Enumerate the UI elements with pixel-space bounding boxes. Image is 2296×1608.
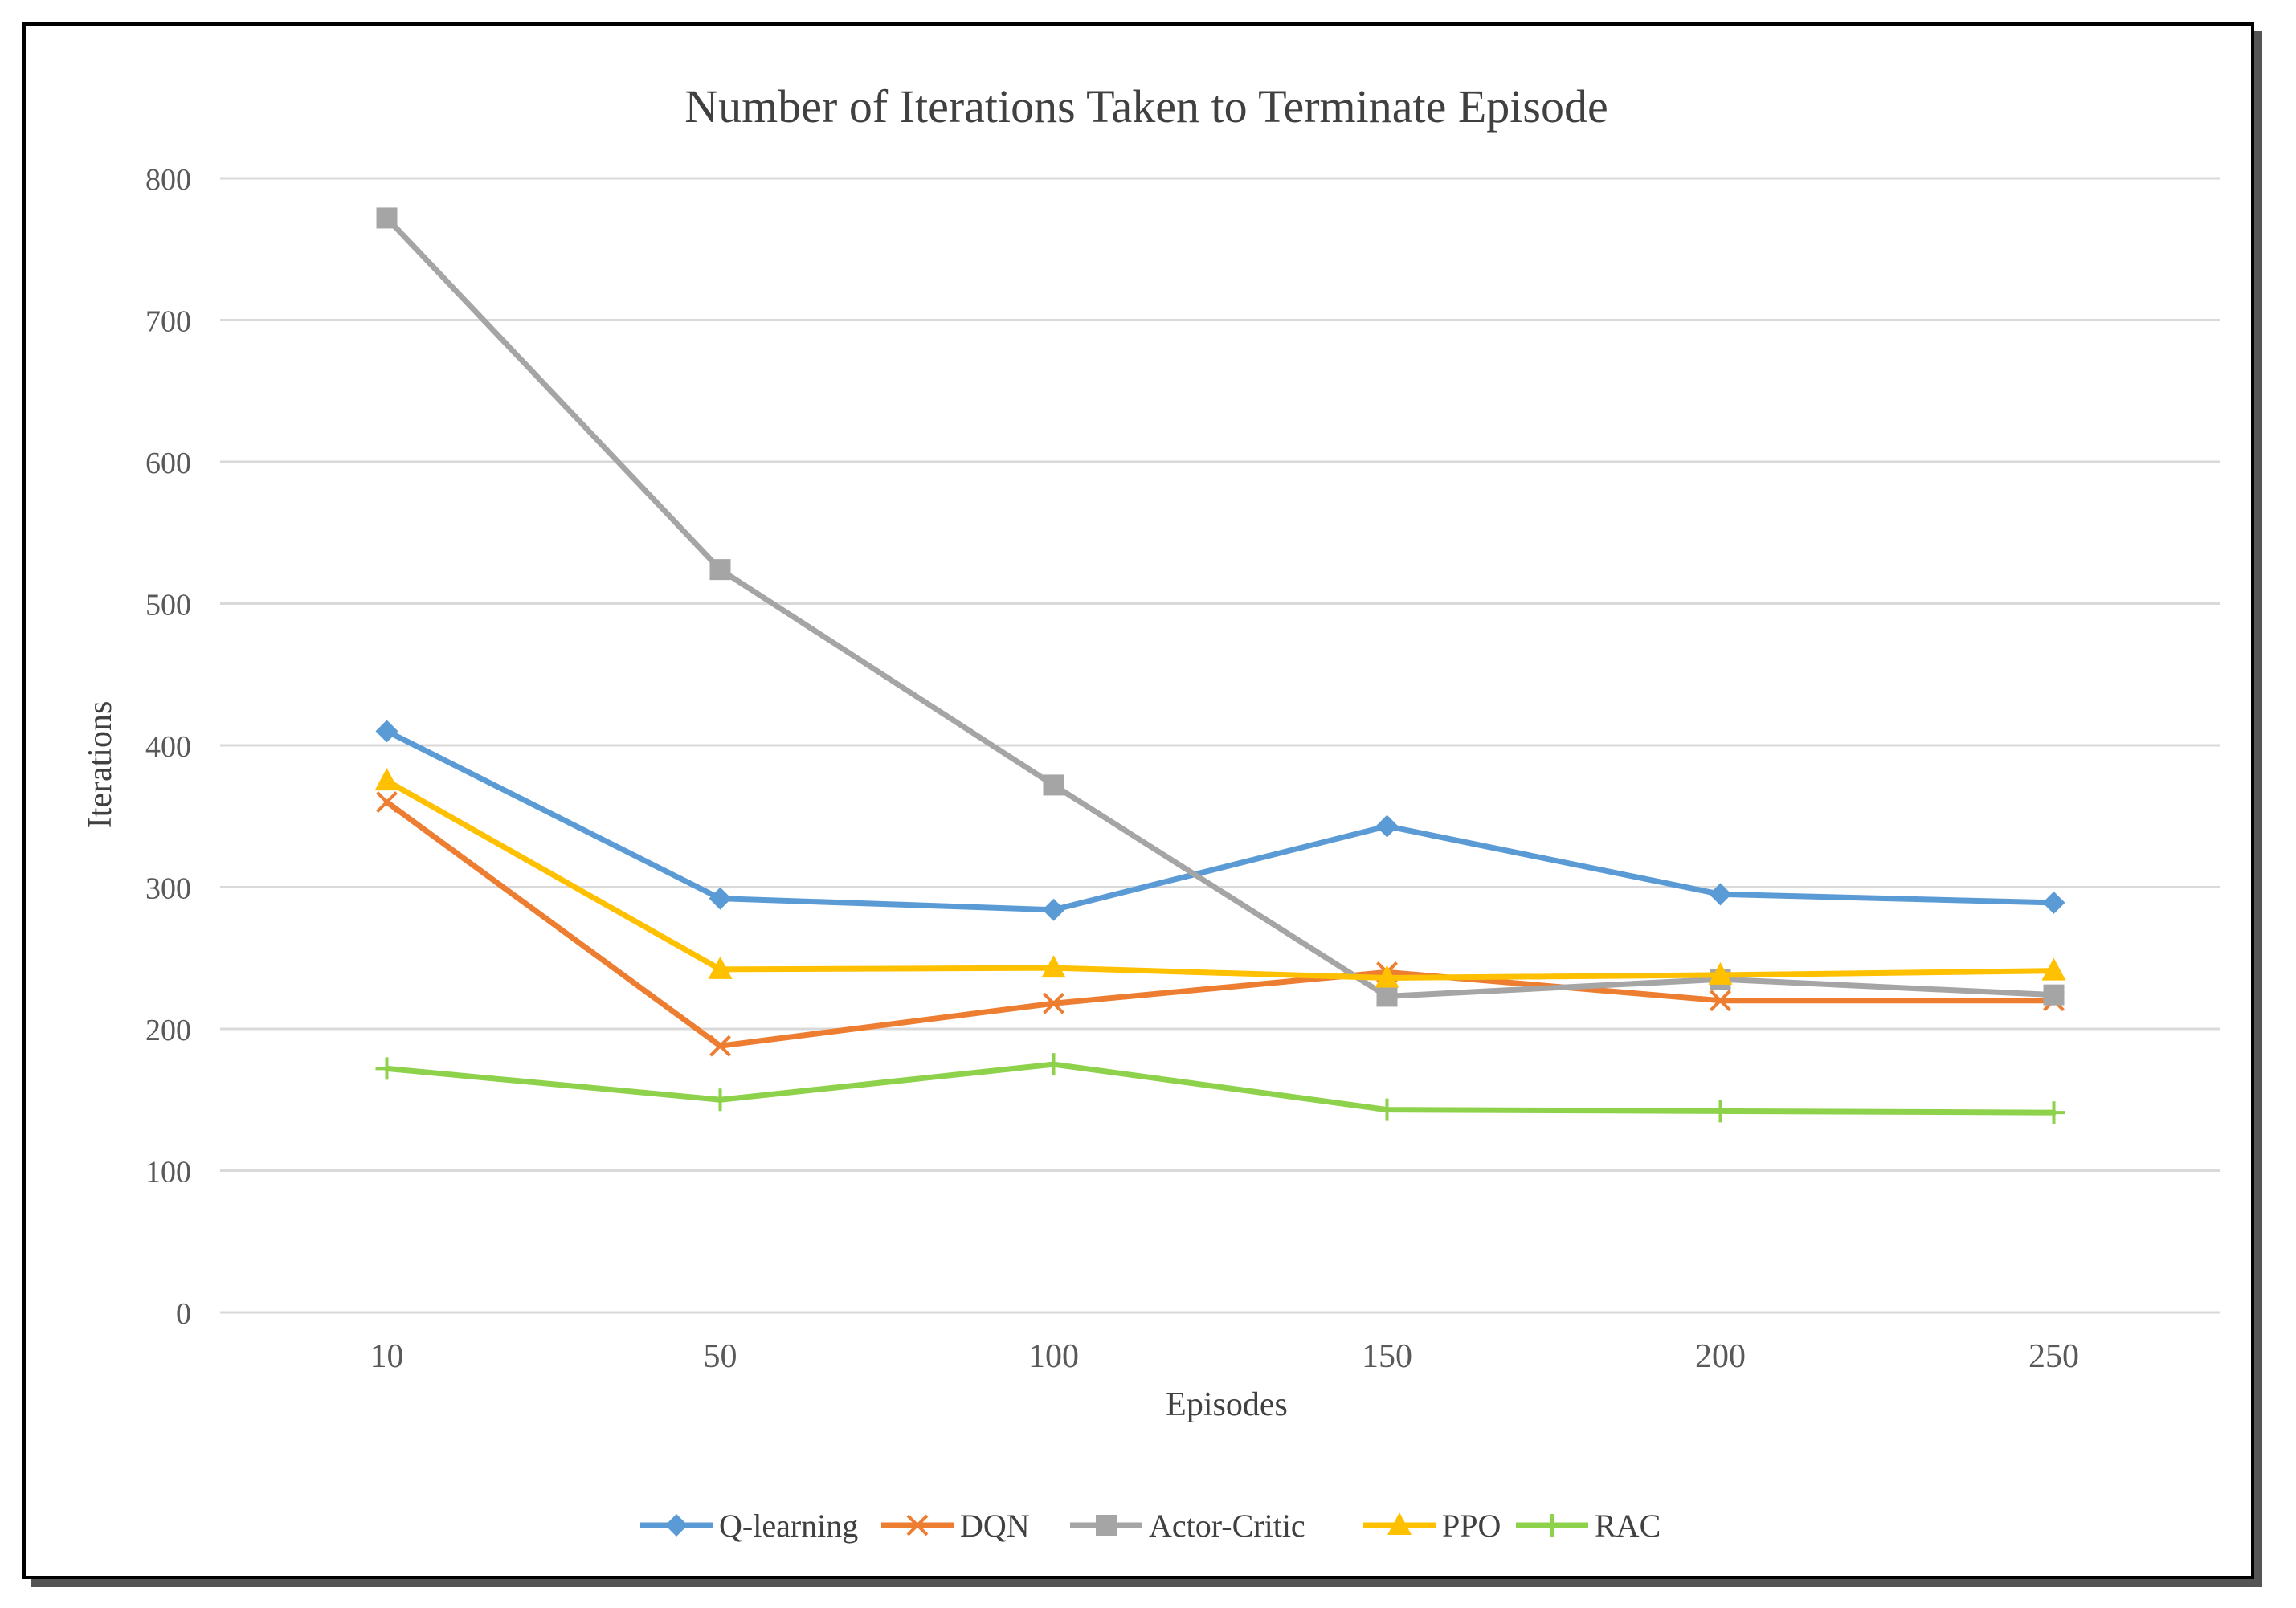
legend-label: PPO xyxy=(1442,1508,1501,1544)
gridlines xyxy=(220,177,2220,1314)
data-point xyxy=(374,768,399,791)
x-tick-label: 100 xyxy=(1028,1338,1079,1375)
series-3 xyxy=(374,768,2066,988)
data-point xyxy=(1710,990,1731,1012)
data-point xyxy=(1708,961,1733,985)
data-point xyxy=(708,956,733,979)
chart-title: Number of Iterations Taken to Terminate … xyxy=(684,80,1608,133)
y-tick-label: 300 xyxy=(145,872,191,906)
legend-item: PPO xyxy=(1363,1508,1501,1544)
series-lines xyxy=(374,207,2066,1124)
y-axis-ticks: 0 100 200 300 400 500 600 700 800 xyxy=(145,163,191,1331)
series-line xyxy=(384,1061,2057,1116)
data-point xyxy=(1375,814,1399,838)
data-point xyxy=(376,207,398,229)
legend-item: Actor-Critic xyxy=(1070,1508,1305,1544)
data-point xyxy=(1042,898,1065,921)
data-point xyxy=(709,559,731,581)
data-point xyxy=(1043,774,1064,796)
y-tick-label: 0 xyxy=(176,1297,191,1331)
data-point xyxy=(1376,986,1398,1007)
x-tick-label: 50 xyxy=(704,1338,737,1375)
chart-frame: Number of Iterations Taken to Terminate … xyxy=(22,22,2254,1579)
x-tick-label: 250 xyxy=(2028,1338,2079,1375)
y-tick-label: 700 xyxy=(145,305,191,339)
data-point xyxy=(2042,1101,2065,1124)
line-chart: Number of Iterations Taken to Terminate … xyxy=(82,80,2220,1544)
x-tick-label: 200 xyxy=(1695,1338,1746,1375)
data-point xyxy=(2043,984,2065,1006)
data-point xyxy=(1709,883,1732,906)
legend: Q-learning DQN Actor-Critic PPO RAC xyxy=(640,1508,1661,1544)
y-tick-label: 500 xyxy=(145,589,191,622)
y-tick-label: 800 xyxy=(145,163,191,197)
legend-label: Actor-Critic xyxy=(1149,1508,1305,1544)
data-point xyxy=(2042,891,2065,914)
data-point xyxy=(1042,1053,1065,1076)
series-2 xyxy=(376,207,2065,1007)
y-axis-label: Iterations xyxy=(82,701,119,829)
legend-marker xyxy=(1387,1512,1412,1535)
data-point xyxy=(2041,957,2066,981)
series-4 xyxy=(375,1053,2065,1124)
data-point xyxy=(709,1035,731,1057)
x-axis-label: Episodes xyxy=(1166,1386,1288,1423)
y-tick-label: 600 xyxy=(145,447,191,480)
legend-label: Q-learning xyxy=(719,1508,858,1544)
series-line xyxy=(384,799,2057,1049)
legend-label: DQN xyxy=(960,1508,1030,1544)
legend-marker xyxy=(1096,1515,1117,1536)
y-tick-label: 100 xyxy=(145,1156,191,1190)
data-point xyxy=(709,887,732,910)
data-point xyxy=(1043,992,1064,1014)
data-point xyxy=(375,720,398,743)
x-tick-label: 150 xyxy=(1362,1338,1412,1375)
legend-item: DQN xyxy=(881,1508,1030,1544)
data-point xyxy=(1375,965,1399,988)
series-line xyxy=(384,728,2057,913)
x-tick-label: 10 xyxy=(370,1338,404,1375)
data-point xyxy=(1041,955,1066,978)
series-0 xyxy=(375,720,2065,921)
data-point xyxy=(376,791,398,814)
x-axis-ticks: 10 50 100 150 200 250 xyxy=(370,1338,2080,1375)
legend-item: Q-learning xyxy=(640,1508,858,1544)
legend-item: RAC xyxy=(1516,1508,1661,1544)
y-tick-label: 200 xyxy=(145,1014,191,1047)
series-1 xyxy=(376,791,2065,1057)
legend-marker xyxy=(1541,1514,1563,1537)
y-tick-label: 400 xyxy=(145,730,191,764)
data-point xyxy=(375,1057,398,1080)
legend-marker xyxy=(906,1514,929,1537)
legend-marker xyxy=(665,1514,688,1537)
data-point xyxy=(709,1088,732,1112)
data-point xyxy=(1375,1098,1399,1121)
data-point xyxy=(1709,1100,1732,1123)
legend-label: RAC xyxy=(1595,1508,1661,1544)
series-line xyxy=(384,214,2057,999)
series-line xyxy=(384,777,2057,981)
